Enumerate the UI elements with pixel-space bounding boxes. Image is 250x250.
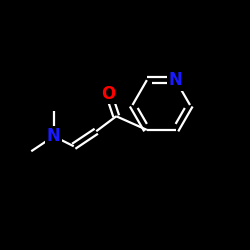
Text: O: O <box>102 85 116 103</box>
Text: N: N <box>47 127 61 145</box>
Text: N: N <box>169 71 182 89</box>
